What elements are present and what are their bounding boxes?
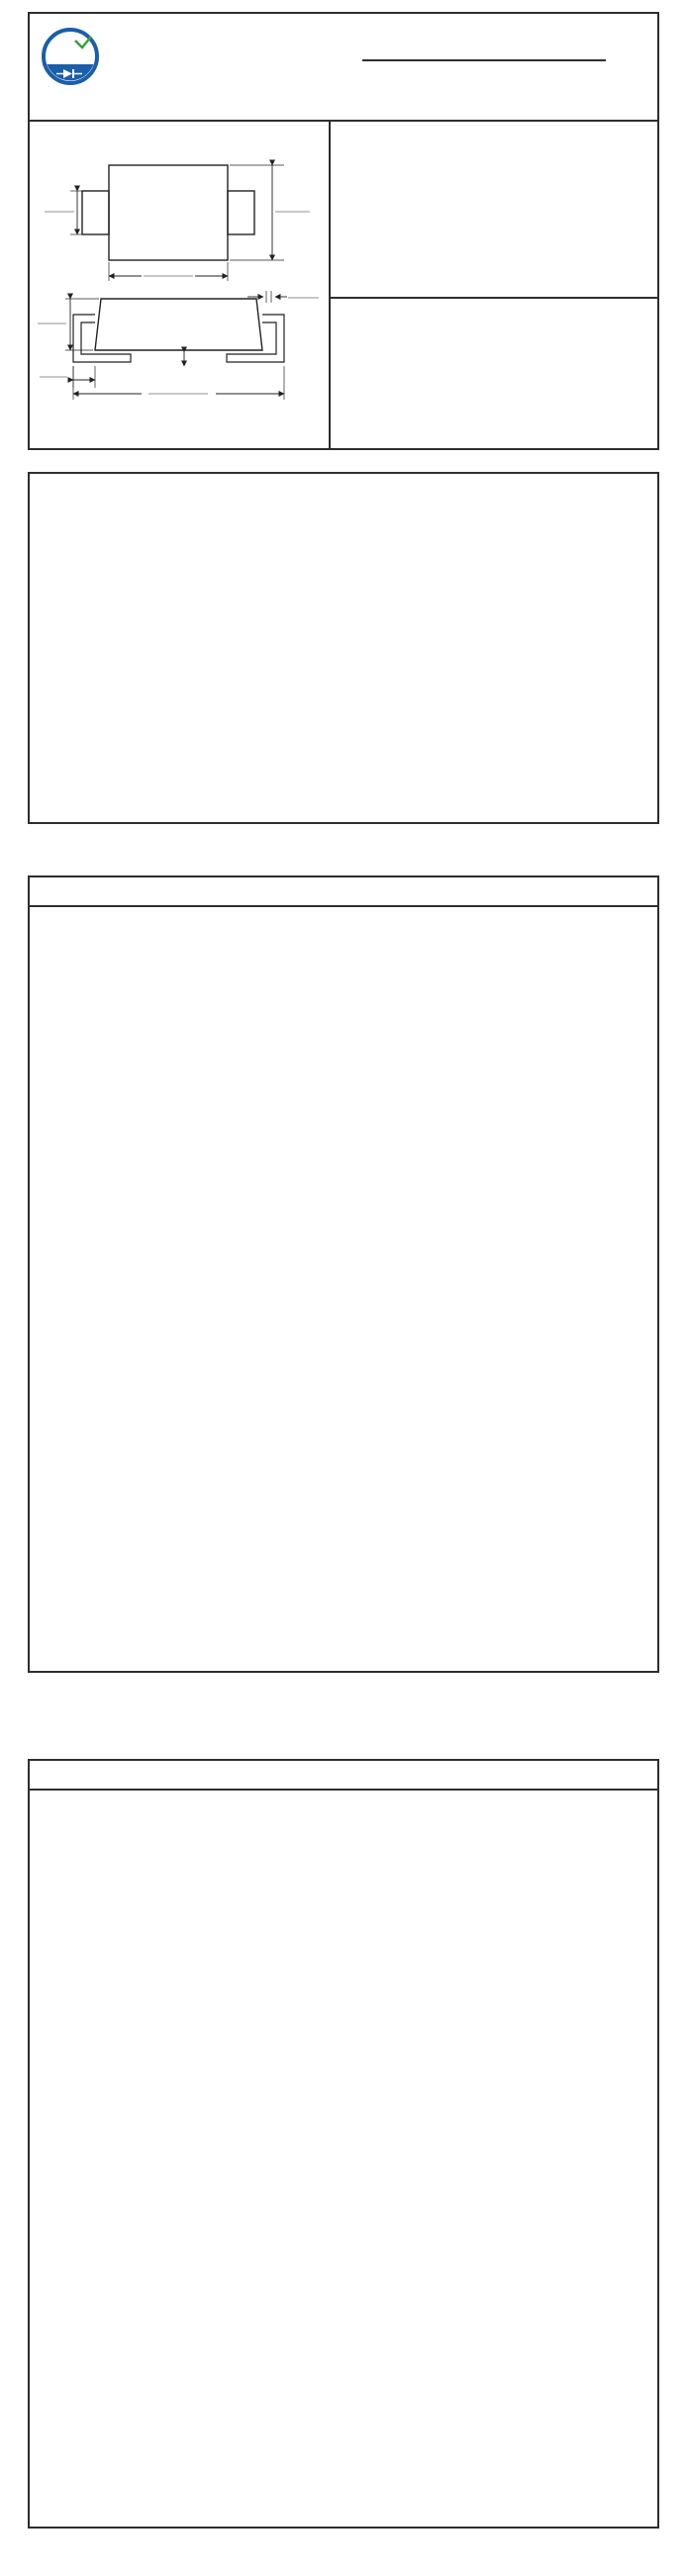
datasheet-page-2	[28, 875, 659, 1673]
title-underline	[362, 59, 606, 61]
features-mechanical-divider	[330, 297, 657, 299]
figure-4-chart	[48, 1925, 317, 2412]
package-side-view-drawing	[38, 291, 319, 400]
header-divider	[30, 120, 657, 122]
figure-2-chart	[354, 972, 647, 1220]
figure-5-chart	[358, 1986, 632, 2236]
column-divider	[329, 122, 331, 448]
figure-1-chart	[49, 938, 309, 1343]
ratings-section-title	[28, 448, 659, 474]
curves-title-1	[30, 877, 657, 907]
curves-title-2	[30, 1761, 657, 1791]
package-top-view-drawing	[45, 159, 310, 281]
logo-xxw-icon	[42, 28, 99, 85]
figure-3-chart	[104, 1383, 664, 1593]
datasheet-page-3	[28, 1759, 659, 2529]
datasheet-page-1	[28, 12, 659, 824]
